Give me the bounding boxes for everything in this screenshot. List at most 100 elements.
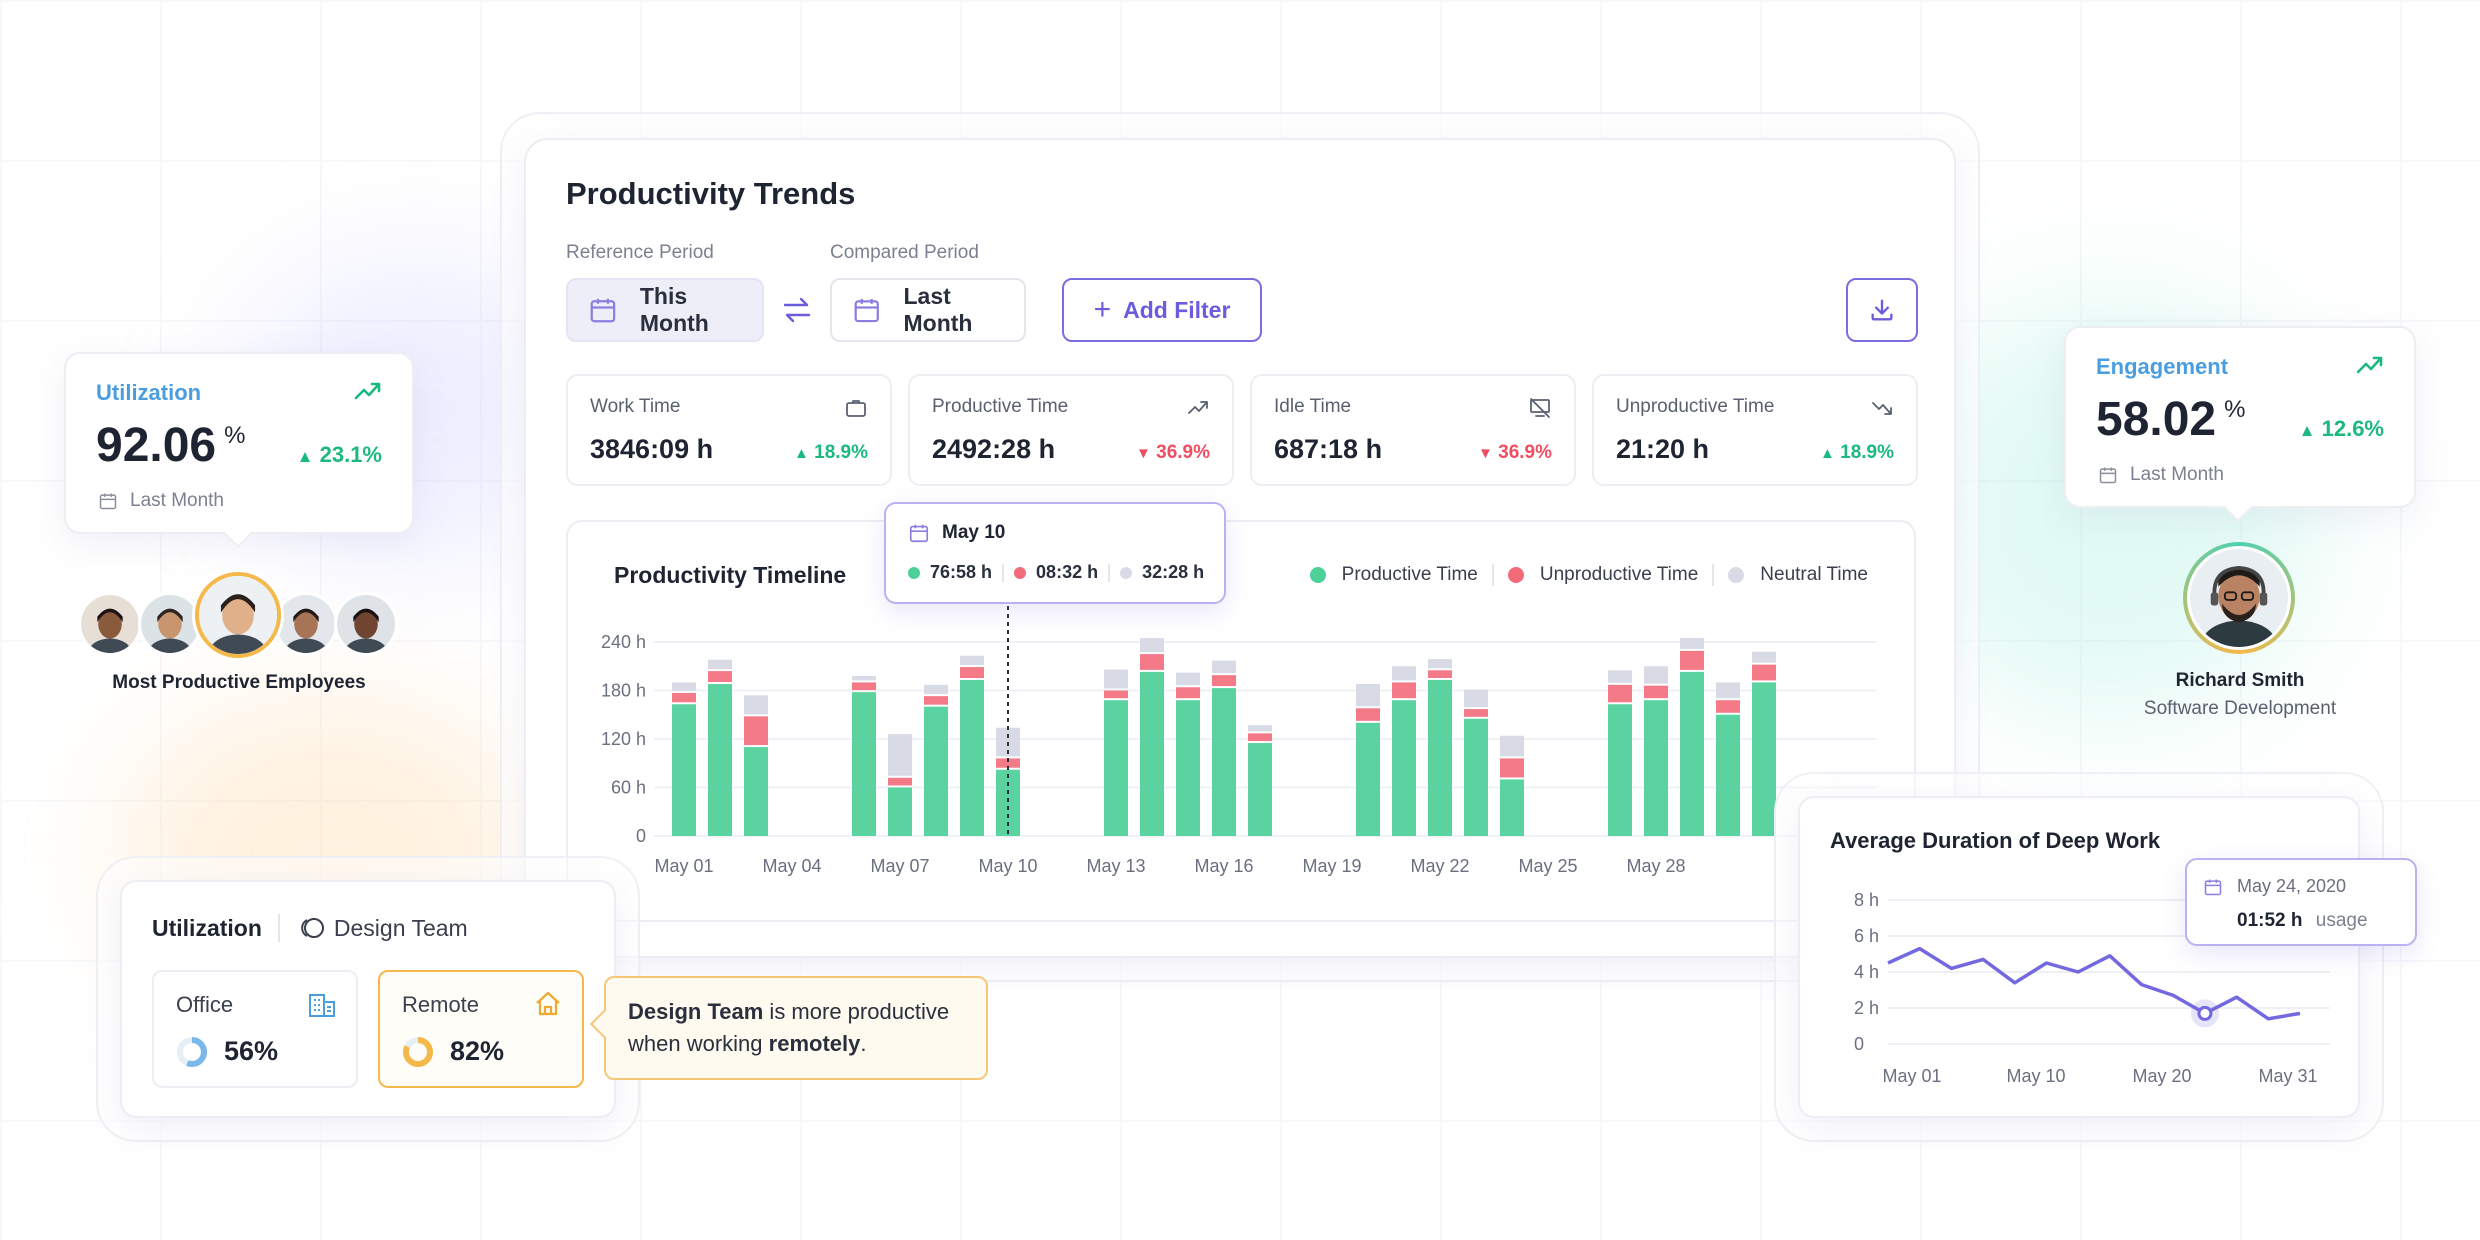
bar-segment-productive[interactable]	[708, 684, 732, 836]
bar-segment-neutral[interactable]	[672, 682, 696, 691]
bar-segment-neutral[interactable]	[708, 659, 732, 670]
bar-segment-neutral[interactable]	[1428, 658, 1452, 669]
bar-segment-unproductive[interactable]	[1608, 684, 1632, 703]
bar-segment-unproductive[interactable]	[1248, 733, 1272, 742]
bar-segment-unproductive[interactable]	[1176, 687, 1200, 699]
bar-segment-unproductive[interactable]	[1644, 685, 1668, 699]
bar-segment-productive[interactable]	[960, 679, 984, 836]
bar-segment-neutral[interactable]	[1716, 682, 1740, 699]
bar-segment-productive[interactable]	[1176, 700, 1200, 836]
bar-segment-productive[interactable]	[1140, 671, 1164, 836]
bar-segment-productive[interactable]	[1428, 679, 1452, 836]
bar-segment-neutral[interactable]	[888, 734, 912, 776]
bar-segment-neutral[interactable]	[1140, 637, 1164, 653]
bar-segment-unproductive[interactable]	[1140, 654, 1164, 670]
metric-change: ▲ 18.9%	[794, 442, 868, 464]
bar-segment-productive[interactable]	[1752, 682, 1776, 836]
download-button[interactable]	[1846, 278, 1918, 342]
metric-card[interactable]: Unproductive Time 21:20 h ▲ 18.9%	[1592, 374, 1918, 486]
metric-card[interactable]: Productive Time 2492:28 h ▼ 36.9%	[908, 374, 1234, 486]
profile-avatar[interactable]	[2183, 542, 2295, 670]
bar-segment-neutral[interactable]	[1392, 666, 1416, 681]
add-filter-button[interactable]: + Add Filter	[1062, 278, 1262, 342]
bar-segment-productive[interactable]	[1248, 743, 1272, 836]
compared-period-select[interactable]: Last Month	[830, 278, 1026, 342]
bar-segment-neutral[interactable]	[1176, 672, 1200, 686]
bar-segment-neutral[interactable]	[1500, 735, 1524, 757]
employee-avatar[interactable]	[138, 592, 202, 656]
bar-segment-productive[interactable]	[672, 704, 696, 836]
bar-segment-productive[interactable]	[924, 706, 948, 836]
reference-period-select[interactable]: This Month	[566, 278, 764, 342]
bar-segment-unproductive[interactable]	[1464, 709, 1488, 717]
metric-label: Work Time	[590, 396, 681, 417]
bar-segment-unproductive[interactable]	[1356, 708, 1380, 721]
bar-segment-productive[interactable]	[1104, 700, 1128, 836]
bar-segment-neutral[interactable]	[1356, 684, 1380, 707]
employee-avatar[interactable]	[274, 592, 338, 656]
remote-card[interactable]: Remote 82%	[378, 970, 584, 1088]
bar-segment-unproductive[interactable]	[1500, 758, 1524, 778]
bar-segment-unproductive[interactable]	[1392, 682, 1416, 699]
bar-segment-productive[interactable]	[996, 769, 1020, 836]
bar-segment-unproductive[interactable]	[960, 667, 984, 678]
bar-segment-productive[interactable]	[1500, 779, 1524, 836]
x-tick-label: May 25	[1518, 856, 1577, 876]
bar-segment-unproductive[interactable]	[924, 696, 948, 705]
bar-segment-productive[interactable]	[1356, 722, 1380, 836]
bar-segment-neutral[interactable]	[1608, 670, 1632, 683]
tooltip-dot-neutral	[1120, 566, 1133, 579]
bar-segment-unproductive[interactable]	[1428, 670, 1452, 678]
bar-segment-unproductive[interactable]	[1752, 664, 1776, 681]
bar-segment-unproductive[interactable]	[744, 716, 768, 746]
x-tick-label: May 07	[870, 856, 929, 876]
bar-segment-productive[interactable]	[1644, 700, 1668, 836]
employee-avatar[interactable]	[78, 592, 142, 656]
bar-segment-neutral[interactable]	[1644, 666, 1668, 684]
bar-segment-neutral[interactable]	[1464, 689, 1488, 708]
bar-segment-unproductive[interactable]	[672, 692, 696, 703]
team-icon	[301, 918, 324, 938]
calendar-icon	[99, 493, 117, 510]
metric-card[interactable]: Work Time 3846:09 h ▲ 18.9%	[566, 374, 892, 486]
bar-segment-productive[interactable]	[1680, 671, 1704, 836]
employee-avatar[interactable]	[195, 572, 281, 658]
bar-segment-unproductive[interactable]	[996, 758, 1020, 768]
bar-segment-unproductive[interactable]	[1680, 650, 1704, 670]
bar-segment-neutral[interactable]	[744, 695, 768, 715]
deep-work-tooltip: May 24, 2020 01:52 h usage	[2185, 858, 2417, 946]
legend-unproductive: Unproductive Time	[1539, 564, 1699, 585]
bar-segment-productive[interactable]	[888, 787, 912, 837]
bar-segment-productive[interactable]	[852, 692, 876, 836]
office-card[interactable]: Office 56%	[152, 970, 358, 1088]
x-tick-label: May 22	[1410, 856, 1469, 876]
bar-segment-unproductive[interactable]	[1212, 675, 1236, 687]
x-tick-label: May 10	[2006, 1066, 2065, 1086]
bar-segment-neutral[interactable]	[852, 675, 876, 681]
bar-segment-neutral[interactable]	[1680, 637, 1704, 649]
bar-segment-neutral[interactable]	[924, 684, 948, 695]
bar-segment-unproductive[interactable]	[708, 671, 732, 683]
employee-avatar[interactable]	[334, 592, 398, 656]
bar-segment-productive[interactable]	[1212, 688, 1236, 836]
swap-icon[interactable]	[782, 296, 812, 324]
y-tick-label: 0	[1854, 1034, 1864, 1054]
bar-segment-productive[interactable]	[1716, 714, 1740, 836]
insight-callout: Design Team is more productive when work…	[589, 976, 988, 1080]
bar-segment-productive[interactable]	[1608, 704, 1632, 836]
bar-segment-unproductive[interactable]	[1716, 700, 1740, 713]
bar-segment-neutral[interactable]	[960, 655, 984, 666]
bar-segment-productive[interactable]	[1464, 718, 1488, 836]
metric-card[interactable]: Idle Time 687:18 h ▼ 36.9%	[1250, 374, 1576, 486]
callout-team: Design Team	[628, 999, 764, 1024]
bar-segment-neutral[interactable]	[1104, 669, 1128, 689]
bar-segment-unproductive[interactable]	[1104, 690, 1128, 699]
highlight-point[interactable]	[2197, 1005, 2213, 1021]
bar-segment-productive[interactable]	[1392, 700, 1416, 836]
bar-segment-neutral[interactable]	[1752, 651, 1776, 663]
bar-segment-neutral[interactable]	[1212, 660, 1236, 674]
bar-segment-productive[interactable]	[744, 747, 768, 836]
bar-segment-unproductive[interactable]	[852, 682, 876, 691]
bar-segment-unproductive[interactable]	[888, 777, 912, 786]
bar-segment-neutral[interactable]	[1248, 725, 1272, 732]
